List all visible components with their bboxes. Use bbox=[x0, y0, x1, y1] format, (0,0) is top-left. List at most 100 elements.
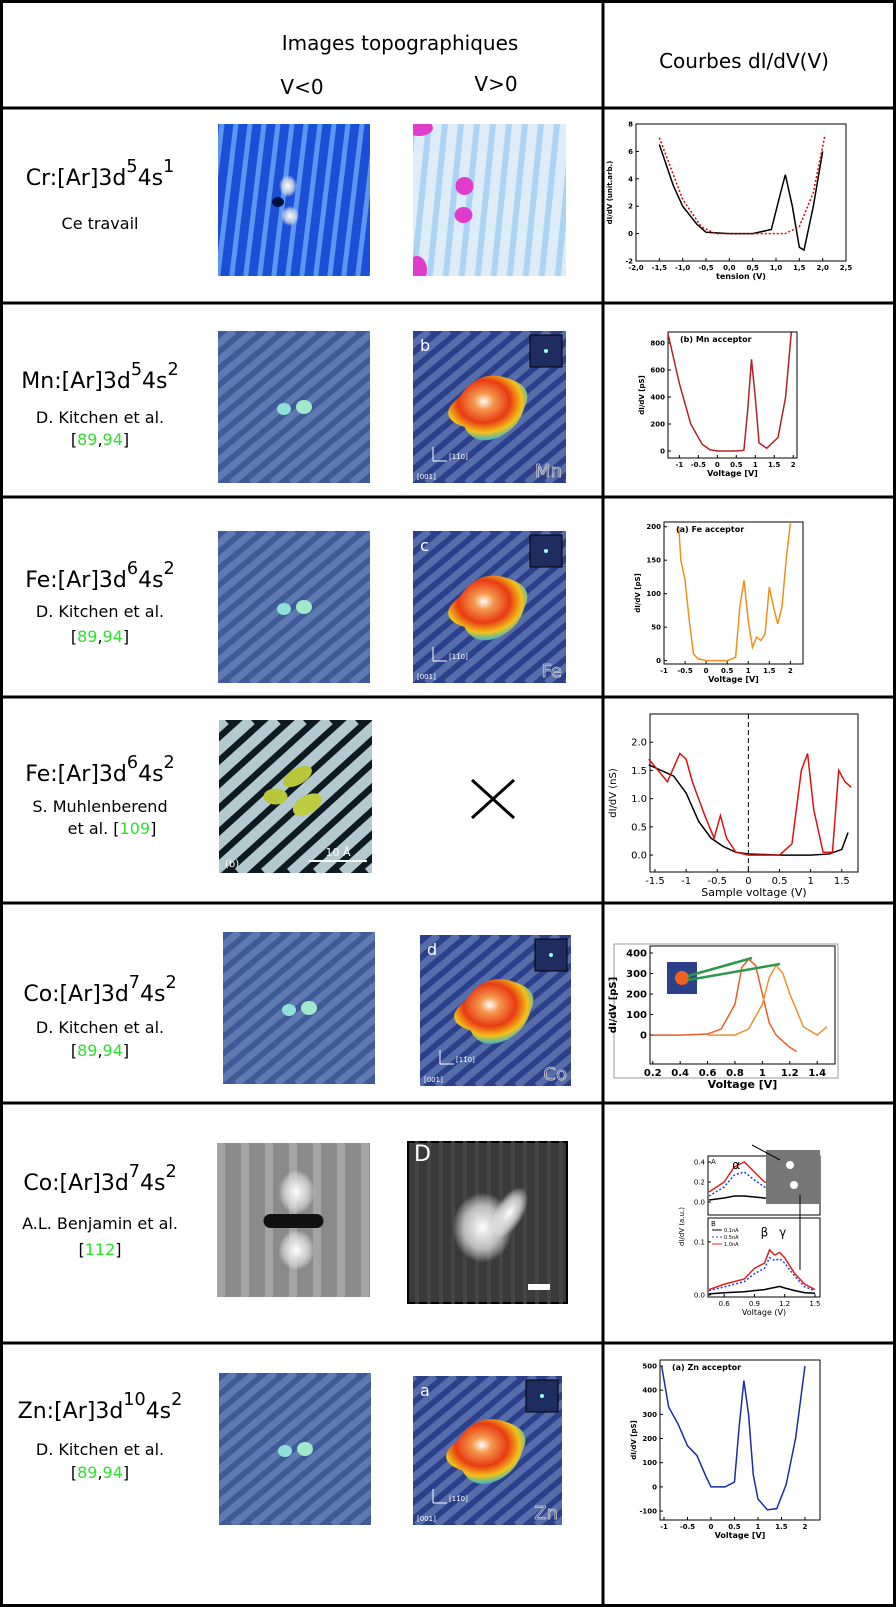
chart-outer-frame bbox=[613, 943, 839, 1079]
stripe bbox=[32, 331, 214, 483]
author-line-part: , bbox=[97, 1463, 102, 1482]
stripe bbox=[0, 932, 39, 1084]
stripe bbox=[702, 124, 717, 276]
x-tick-label: 1,0 bbox=[770, 264, 783, 272]
blob bbox=[281, 206, 299, 226]
author-line-part: , bbox=[97, 627, 102, 646]
formula: Fe:[Ar]3d64s2 bbox=[25, 559, 175, 593]
stm-image bbox=[413, 1376, 795, 1525]
direction-label: [001] bbox=[424, 1076, 443, 1084]
x-tick-label: 0,5 bbox=[746, 264, 759, 272]
stm-image bbox=[17, 935, 571, 1086]
stripe bbox=[17, 935, 198, 1086]
data-line bbox=[708, 1256, 816, 1292]
blob bbox=[296, 400, 312, 414]
author-line-part: 89 bbox=[77, 430, 97, 449]
x-tick-label: 0.5 bbox=[730, 461, 743, 469]
stripe bbox=[413, 531, 512, 616]
stripe bbox=[274, 997, 375, 1084]
plot-frame bbox=[667, 331, 798, 459]
x-tick-label: 1 bbox=[807, 876, 813, 887]
author-line-part: et al. [ bbox=[68, 819, 120, 838]
stripe bbox=[596, 1376, 775, 1525]
stripe bbox=[538, 124, 560, 276]
stripe bbox=[504, 428, 566, 483]
formula-part: Fe:[Ar]3d bbox=[25, 762, 127, 787]
stripe bbox=[22, 124, 40, 276]
stripe bbox=[36, 124, 54, 276]
x-tick-label: 2 bbox=[791, 461, 796, 469]
formula-part: 2 bbox=[165, 973, 176, 993]
blob bbox=[455, 177, 474, 195]
data-line bbox=[667, 332, 793, 452]
formula-part: 2 bbox=[164, 559, 175, 579]
header-vneg: V<0 bbox=[280, 75, 323, 99]
author-line-part: ] bbox=[123, 627, 129, 646]
stripe bbox=[382, 124, 397, 276]
stripe bbox=[219, 1373, 338, 1475]
stripe bbox=[219, 720, 307, 804]
x-tick-label: 0.5 bbox=[721, 667, 734, 675]
formula-part: 4s bbox=[140, 982, 165, 1007]
x-tick-label: 1 bbox=[759, 1068, 766, 1079]
x-tick-label: 0 bbox=[745, 876, 751, 887]
stripe bbox=[120, 124, 138, 276]
stripe bbox=[110, 124, 125, 276]
blob bbox=[448, 375, 528, 441]
stripe bbox=[269, 596, 370, 683]
x-axis-title: Voltage [V] bbox=[708, 1078, 778, 1091]
stripe bbox=[223, 932, 362, 1050]
stripe bbox=[249, 579, 370, 683]
author-line-part: 94 bbox=[103, 627, 123, 646]
stripe bbox=[413, 1376, 518, 1466]
stripe bbox=[533, 1498, 562, 1525]
inset-blob bbox=[790, 1181, 798, 1189]
stripe bbox=[126, 124, 141, 276]
stripe bbox=[484, 412, 566, 483]
stripe bbox=[413, 331, 492, 399]
stripe bbox=[218, 331, 277, 383]
author-line: [89,94] bbox=[71, 430, 129, 449]
stripe bbox=[458, 124, 480, 276]
stripe bbox=[0, 331, 54, 483]
x-tick-label: 1.4 bbox=[808, 1068, 826, 1079]
stripe bbox=[106, 124, 124, 276]
stripe bbox=[218, 331, 257, 366]
stripe bbox=[413, 531, 532, 633]
stripe bbox=[413, 124, 432, 276]
blob bbox=[277, 403, 291, 415]
blob bbox=[301, 1001, 317, 1015]
blob bbox=[297, 1442, 313, 1456]
stripe bbox=[218, 124, 239, 276]
y-tick-label: 400 bbox=[626, 948, 647, 959]
formula-part: Zn:[Ar]3d bbox=[18, 1399, 124, 1424]
stripe bbox=[230, 1405, 371, 1525]
author-line: D. Kitchen et al. bbox=[36, 1018, 164, 1037]
stripe bbox=[229, 363, 370, 483]
stripe bbox=[616, 1376, 795, 1525]
author-line-part: Ce travail bbox=[62, 214, 139, 233]
y-tick-label: -2 bbox=[625, 257, 633, 265]
formula-part: 4s bbox=[142, 369, 167, 394]
stripe bbox=[94, 124, 109, 276]
y-tick-label: 0 bbox=[628, 230, 633, 238]
author-line: D. Kitchen et al. bbox=[36, 602, 164, 621]
x-tick-label: 2 bbox=[788, 667, 793, 675]
header-images: Images topographiques bbox=[282, 31, 519, 55]
plot-frame bbox=[659, 1359, 821, 1521]
y-tick-label: 8 bbox=[628, 120, 633, 128]
y-tick-label: -100 bbox=[639, 1508, 657, 1516]
stripe bbox=[514, 1036, 571, 1086]
x-tick-label: 0.4 bbox=[671, 1068, 689, 1079]
x-tick-label: 0.6 bbox=[719, 1300, 731, 1308]
stripe bbox=[413, 1376, 458, 1416]
stripe bbox=[310, 1471, 371, 1525]
x-tick-label: 2,0 bbox=[816, 264, 829, 272]
stripe bbox=[0, 331, 34, 483]
stripe bbox=[218, 531, 317, 616]
stripe bbox=[270, 1438, 371, 1525]
inset-blob bbox=[786, 1161, 794, 1169]
stripe bbox=[638, 124, 653, 276]
author-line: A.L. Benjamin et al. bbox=[22, 1214, 178, 1233]
blob bbox=[296, 600, 312, 614]
